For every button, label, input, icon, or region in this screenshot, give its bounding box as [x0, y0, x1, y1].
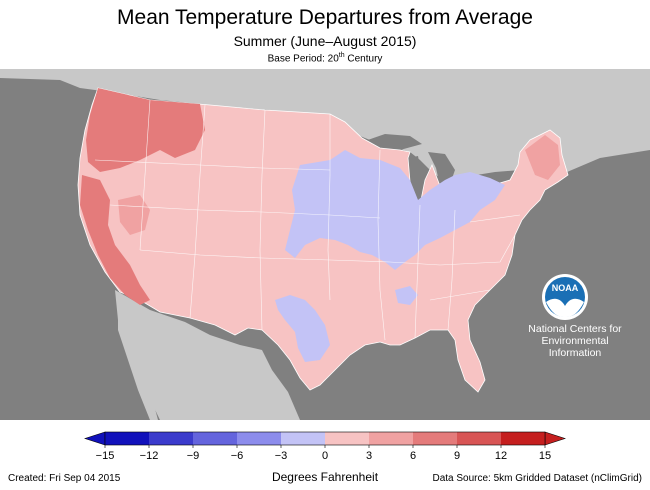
- ncei-name-line-2: Environmental: [541, 335, 609, 347]
- base-period-sup: th: [338, 52, 345, 59]
- below-average-midwest: [285, 150, 505, 270]
- legend-tick-label: 12: [495, 450, 507, 462]
- base-period: Base Period: 20th Century: [0, 52, 650, 64]
- base-period-prefix: Base Period: 20: [267, 53, 339, 65]
- legend-tick-label: 0: [322, 450, 328, 462]
- legend-tick-label: −12: [140, 450, 159, 462]
- above-average-great-basin: [118, 195, 150, 235]
- base-period-suffix: Century: [344, 53, 383, 65]
- legend-arrow-high: [544, 431, 566, 446]
- legend-tick-label: 6: [410, 450, 416, 462]
- mexico-land: [115, 290, 300, 420]
- data-source: Data Source: 5km Gridded Dataset (nClimG…: [432, 473, 642, 484]
- canada-land: [0, 69, 650, 190]
- legend-tick-label: −3: [275, 450, 288, 462]
- legend-tick-label: 15: [539, 450, 551, 462]
- above-average-northeast: [525, 135, 560, 180]
- baja-peninsula: [118, 300, 158, 420]
- map-subtitle: Summer (June–August 2015): [233, 33, 417, 49]
- legend-swatch: [501, 432, 545, 445]
- legend-swatch: [105, 432, 149, 445]
- color-legend: −15 −12 −9 −6 −3 0 3 6 9 12 15: [84, 431, 566, 462]
- legend-swatch: [325, 432, 369, 445]
- legend-tick-label: −6: [231, 450, 244, 462]
- map-title: Mean Temperature Departures from Average: [117, 6, 533, 29]
- legend-arrow-low: [84, 431, 106, 446]
- legend-swatch: [413, 432, 457, 445]
- legend-swatch: [369, 432, 413, 445]
- state-borders: [94, 99, 521, 341]
- legend-swatch: [281, 432, 325, 445]
- noaa-logo-label: NOAA: [552, 283, 579, 293]
- legend-units: Degrees Fahrenheit: [271, 470, 379, 484]
- above-average-california: [80, 175, 150, 305]
- noaa-bird-icon: [546, 298, 584, 318]
- legend-swatch: [237, 432, 281, 445]
- legend-swatch: [457, 432, 501, 445]
- legend-tick-label: −15: [96, 450, 115, 462]
- legend-tick-label: 9: [454, 450, 460, 462]
- ncei-name-line-3: Information: [548, 347, 602, 359]
- legend-tick-label: −9: [187, 450, 200, 462]
- legend-tick-label: 3: [366, 450, 372, 462]
- ncei-name: National Centers for Environmental Infor…: [520, 323, 630, 359]
- created-date: Created: Fri Sep 04 2015: [8, 473, 121, 484]
- temperature-map: [0, 69, 650, 420]
- legend-swatch: [149, 432, 193, 445]
- above-average-northwest: [86, 88, 205, 172]
- below-average-alabama: [395, 286, 418, 305]
- legend-swatch: [193, 432, 237, 445]
- below-average-texas: [275, 295, 330, 362]
- noaa-logo: NOAA: [542, 274, 588, 320]
- ncei-name-line-1: National Centers for: [528, 323, 622, 335]
